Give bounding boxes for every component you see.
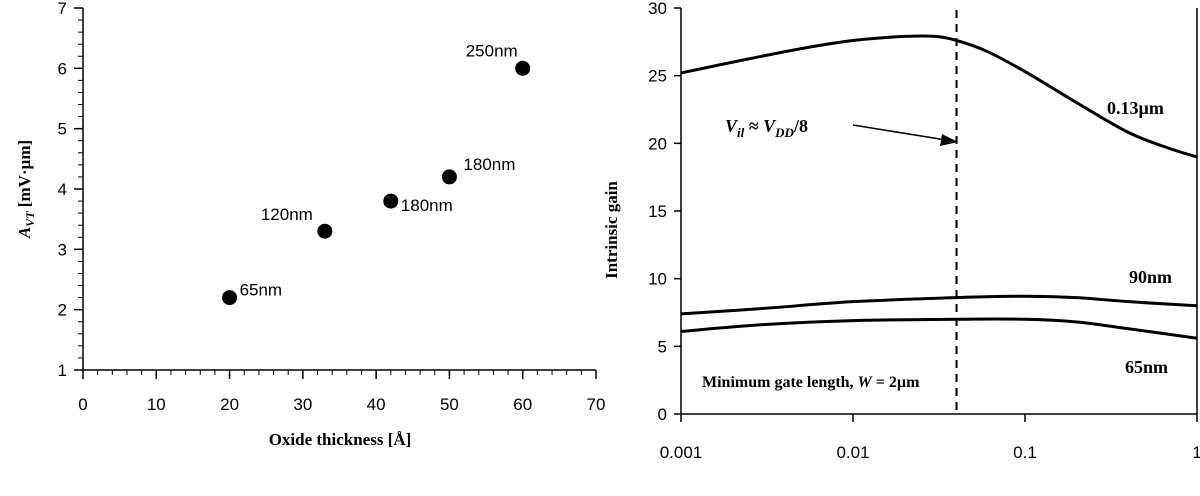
left-x-tick-label: 40 xyxy=(367,395,386,414)
scatter-point xyxy=(383,193,399,209)
left-y-tick-label: 1 xyxy=(58,361,67,380)
min-gate-length-note: Minimum gate length, W = 2µm xyxy=(702,374,920,391)
left-x-tick-label: 30 xyxy=(293,395,312,414)
scatter-point xyxy=(317,223,333,239)
left-y-axis-label: AVT [mV·µm] xyxy=(15,140,37,239)
left-y-tick-label: 3 xyxy=(58,240,67,259)
left-y-tick-label: 4 xyxy=(58,180,67,199)
left-y-tick-label: 6 xyxy=(58,59,67,78)
right-y-tick-label: 25 xyxy=(648,67,667,86)
right-y-tick-label: 15 xyxy=(648,202,667,221)
scatter-point-label: 250nm xyxy=(466,41,518,60)
left-y-tick-label: 2 xyxy=(58,301,67,320)
vil-arrow-line xyxy=(852,124,947,141)
right-y-tick-label: 0 xyxy=(658,405,667,424)
curve-label-013um: 0.13µm xyxy=(1107,98,1164,118)
left-y-tick-label: 7 xyxy=(58,0,67,18)
left-x-tick-label: 20 xyxy=(220,395,239,414)
scatter-point-label: 180nm xyxy=(401,196,453,215)
scatter-point-label: 65nm xyxy=(240,281,283,300)
right-y-axis-label: Intrinsic gain xyxy=(602,181,621,279)
scatter-point xyxy=(441,169,457,185)
right-x-tick-label: 0.1 xyxy=(1013,443,1037,462)
scatter-point-label: 180nm xyxy=(463,155,515,174)
left-y-tick-label: 5 xyxy=(58,120,67,139)
series-line xyxy=(680,317,1198,340)
scatter-point xyxy=(515,60,531,76)
scatter-point-label: 120nm xyxy=(261,205,313,224)
curve-label-65nm: 65nm xyxy=(1125,357,1168,377)
left-x-tick-label: 70 xyxy=(587,395,606,414)
curve-label-90nm: 90nm xyxy=(1129,267,1172,287)
left-x-axis-label: Oxide thickness [Å] xyxy=(269,430,412,449)
scatter-chart: 0 10 20 30 40 50 60 70 1 2 3 4 5 6 7 65nm 120nm 180nm 180… xyxy=(15,0,605,449)
right-x-tick-label: 0.001 xyxy=(660,443,703,462)
left-x-tick-label: 0 xyxy=(78,395,87,414)
vil-annotation: Vil ≈ VDD/8 xyxy=(725,116,808,140)
left-x-tick-label: 10 xyxy=(147,395,166,414)
right-y-tick-label: 30 xyxy=(648,0,667,18)
scatter-point xyxy=(222,290,238,306)
left-x-tick-label: 60 xyxy=(513,395,532,414)
right-y-tick-label: 5 xyxy=(658,337,667,356)
series-line xyxy=(680,294,1198,316)
left-x-tick-label: 50 xyxy=(440,395,459,414)
right-x-tick-label: 1 xyxy=(1192,443,1200,462)
right-y-tick-label: 20 xyxy=(648,134,667,153)
right-y-tick-label: 10 xyxy=(648,270,667,289)
right-x-tick-label: 0.01 xyxy=(836,443,869,462)
vil-arrowhead xyxy=(940,134,958,146)
